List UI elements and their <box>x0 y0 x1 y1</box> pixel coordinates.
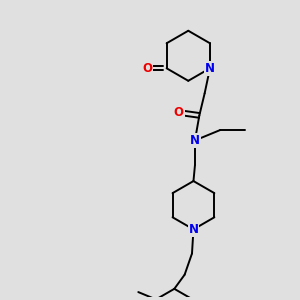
Text: N: N <box>205 62 215 75</box>
Text: N: N <box>188 223 199 236</box>
Text: O: O <box>142 62 152 75</box>
Text: O: O <box>174 106 184 119</box>
Text: N: N <box>190 134 200 147</box>
